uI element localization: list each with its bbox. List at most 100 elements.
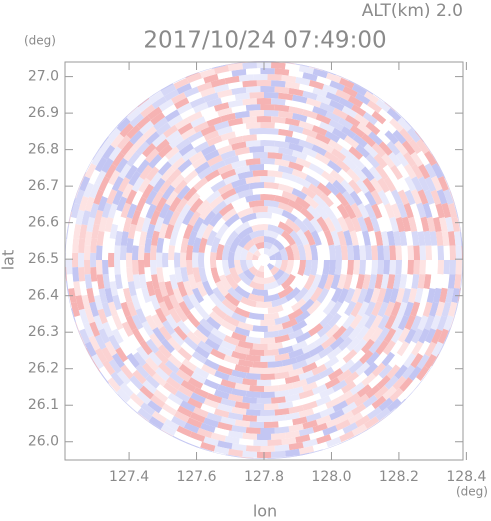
radar-cell (237, 321, 254, 332)
radar-cell (204, 338, 221, 351)
radar-cell (316, 182, 332, 197)
radar-cell (384, 301, 395, 317)
radar-cell (120, 274, 129, 289)
radar-cell (210, 236, 221, 253)
radar-cell (274, 158, 290, 168)
radar-cell (256, 116, 272, 123)
radar-cell (302, 287, 316, 303)
radar-cell (252, 325, 268, 333)
radar-cell (260, 140, 276, 147)
radar-cell (422, 202, 433, 219)
radar-cell (292, 131, 308, 142)
radar-cell (245, 122, 261, 130)
radar-cell (361, 338, 375, 354)
radar-cell (353, 166, 368, 182)
radar-cell (136, 115, 151, 130)
radar-cell (70, 301, 81, 317)
y-tick-label: 26.8 (28, 142, 59, 158)
radar-cell (425, 260, 433, 275)
radar-cell (74, 189, 85, 205)
radar-cell (330, 274, 341, 290)
radar-cell (196, 323, 212, 338)
radar-cell (78, 308, 89, 325)
radar-cell (191, 156, 207, 169)
radar-cell (187, 377, 204, 390)
radar-cell (193, 121, 209, 133)
radar-cell (397, 327, 410, 344)
radar-cell (141, 183, 154, 200)
radar-cell (264, 421, 279, 429)
radar-cell (375, 407, 391, 421)
radar-cell (164, 223, 175, 240)
radar-cell (84, 231, 93, 246)
radar-cell (200, 125, 217, 137)
radar-cell (189, 197, 204, 213)
radar-cell (355, 144, 371, 159)
radar-cell (171, 92, 187, 105)
radar-cell (256, 433, 272, 441)
radar-cell (210, 252, 217, 268)
radar-cell (90, 238, 98, 253)
radar-cell (355, 179, 370, 195)
radar-cell (120, 140, 134, 156)
radar-cell (193, 141, 210, 154)
radar-cell (89, 321, 101, 337)
radar-cell (437, 260, 444, 275)
radar-cell (248, 266, 258, 276)
radar-cell (117, 135, 131, 150)
radar-cell (271, 80, 286, 88)
radar-cell (326, 436, 342, 448)
radar-cell (298, 370, 314, 381)
radar-cell (332, 325, 347, 341)
radar-cell (288, 124, 304, 134)
radar-cell (210, 179, 227, 193)
radar-cell (335, 191, 350, 207)
radar-cell (377, 314, 390, 331)
radar-cell (292, 94, 308, 104)
radar-cell (220, 149, 236, 161)
radar-cell (181, 358, 197, 372)
radar-cell (329, 301, 343, 317)
radar-cell (267, 206, 284, 216)
radar-cell (126, 381, 141, 396)
radar-cell (217, 107, 233, 117)
radar-cell (288, 367, 304, 378)
y-tick-label: 26.0 (28, 434, 59, 450)
radar-cell (104, 287, 114, 304)
radar-cell (218, 274, 232, 291)
radar-cell (351, 423, 368, 437)
radar-cell (274, 86, 290, 94)
radar-cell (288, 87, 304, 97)
radar-cell (264, 330, 280, 338)
radar-cell (202, 280, 214, 297)
radar-cell (302, 72, 318, 82)
radar-cell (318, 345, 334, 359)
radar-cell (237, 152, 254, 161)
radar-cell (65, 245, 73, 260)
radar-cell (424, 328, 437, 344)
radar-cell (183, 336, 199, 351)
radar-cell (305, 412, 322, 423)
radar-cell (223, 173, 240, 185)
radar-cell (364, 91, 380, 104)
radar-cell (312, 403, 328, 415)
radar-cell (315, 94, 332, 106)
radar-cell (189, 412, 206, 424)
radar-cell (403, 151, 417, 167)
radar-cell (274, 389, 290, 398)
radar-cell (390, 327, 404, 344)
radar-cell (183, 186, 198, 202)
radar-cell (435, 231, 444, 246)
radar-cell (260, 427, 275, 435)
radar-cell (180, 341, 196, 356)
radar-cell (432, 287, 442, 304)
radar-cell (252, 306, 268, 314)
radar-cell (317, 273, 329, 290)
radar-cell (221, 298, 237, 312)
radar-cell (220, 112, 236, 123)
radar-cell (116, 117, 131, 132)
radar-cell (278, 165, 294, 175)
radar-cell (200, 441, 216, 452)
radar-cell (264, 199, 280, 208)
radar-cell (178, 203, 192, 220)
